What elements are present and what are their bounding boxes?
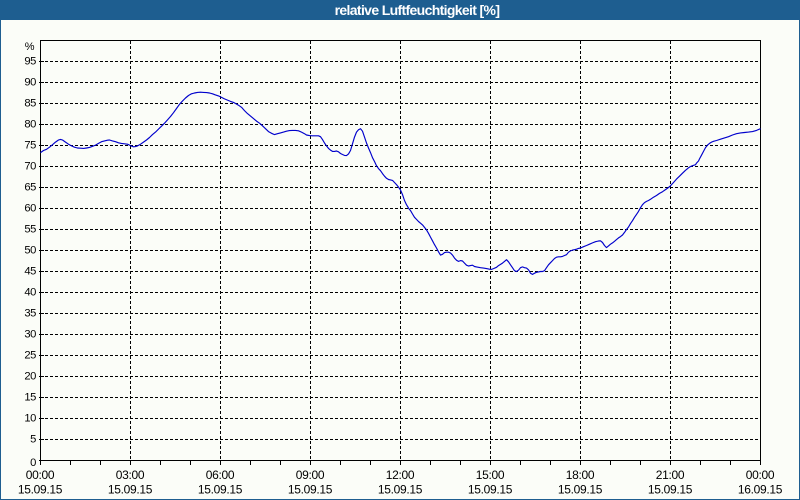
svg-text:75: 75 (24, 139, 36, 151)
svg-text:20: 20 (24, 370, 36, 382)
svg-text:16.09.15: 16.09.15 (738, 483, 783, 497)
svg-text:40: 40 (24, 286, 36, 298)
svg-text:45: 45 (24, 265, 36, 277)
svg-text:95: 95 (24, 55, 36, 67)
svg-text:00:00: 00:00 (26, 468, 55, 482)
svg-text:15.09.15: 15.09.15 (468, 483, 513, 497)
svg-text:50: 50 (24, 244, 36, 256)
svg-text:15:00: 15:00 (476, 468, 505, 482)
svg-text:15.09.15: 15.09.15 (18, 483, 63, 497)
svg-text:%: % (25, 41, 35, 53)
svg-text:15: 15 (24, 391, 36, 403)
svg-text:15.09.15: 15.09.15 (288, 483, 333, 497)
svg-text:21:00: 21:00 (656, 468, 685, 482)
svg-text:09:00: 09:00 (296, 468, 325, 482)
svg-text:30: 30 (24, 328, 36, 340)
svg-text:15.09.15: 15.09.15 (108, 483, 153, 497)
svg-text:65: 65 (24, 181, 36, 193)
svg-text:06:00: 06:00 (206, 468, 235, 482)
svg-text:60: 60 (24, 202, 36, 214)
svg-text:85: 85 (24, 97, 36, 109)
svg-text:15.09.15: 15.09.15 (558, 483, 603, 497)
svg-text:12:00: 12:00 (386, 468, 415, 482)
svg-text:0: 0 (30, 457, 36, 469)
svg-text:03:00: 03:00 (116, 468, 145, 482)
svg-text:25: 25 (24, 349, 36, 361)
svg-text:00:00: 00:00 (746, 468, 775, 482)
svg-text:18:00: 18:00 (566, 468, 595, 482)
svg-text:15.09.15: 15.09.15 (198, 483, 243, 497)
svg-text:70: 70 (24, 160, 36, 172)
svg-text:55: 55 (24, 223, 36, 235)
svg-text:90: 90 (24, 76, 36, 88)
svg-text:15.09.15: 15.09.15 (378, 483, 423, 497)
svg-text:15.09.15: 15.09.15 (648, 483, 693, 497)
svg-text:5: 5 (30, 433, 36, 445)
svg-text:35: 35 (24, 307, 36, 319)
svg-text:80: 80 (24, 118, 36, 130)
svg-text:10: 10 (24, 412, 36, 424)
